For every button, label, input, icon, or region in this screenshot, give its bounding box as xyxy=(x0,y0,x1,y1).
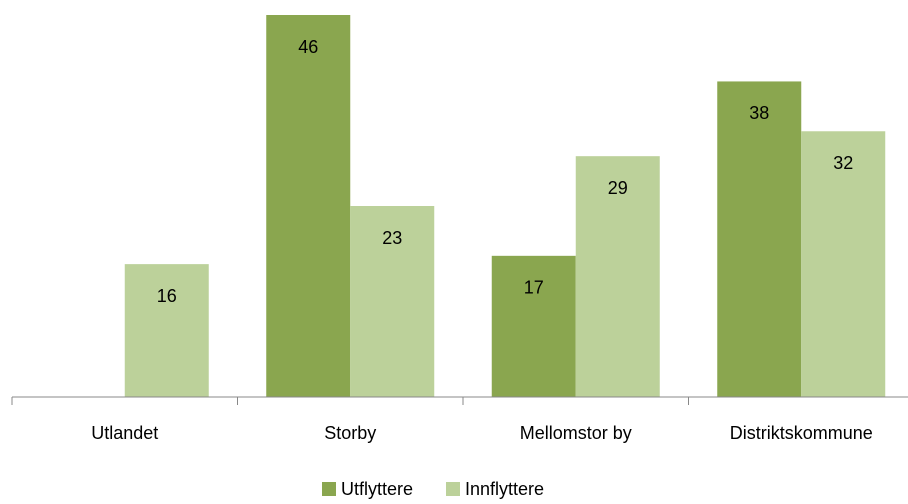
data-label: 16 xyxy=(157,286,177,306)
bar xyxy=(575,156,660,397)
bar xyxy=(124,264,209,397)
bar xyxy=(491,255,576,397)
legend-label: Innflyttere xyxy=(465,479,544,499)
data-label: 38 xyxy=(749,103,769,123)
bar xyxy=(350,206,435,397)
data-label: 17 xyxy=(524,278,544,298)
data-label: 29 xyxy=(608,178,628,198)
legend-swatch xyxy=(322,482,336,496)
legend-swatch xyxy=(446,482,460,496)
bar xyxy=(266,15,351,397)
legend-label: Utflyttere xyxy=(341,479,413,499)
x-tick-label: Mellomstor by xyxy=(520,423,632,443)
x-tick-label: Storby xyxy=(324,423,376,443)
data-label: 23 xyxy=(382,228,402,248)
x-tick-label: Distriktskommune xyxy=(730,423,873,443)
x-tick-label: Utlandet xyxy=(91,423,158,443)
bar xyxy=(717,81,802,397)
bar xyxy=(801,131,886,397)
data-label: 32 xyxy=(833,153,853,173)
data-label: 46 xyxy=(298,37,318,57)
